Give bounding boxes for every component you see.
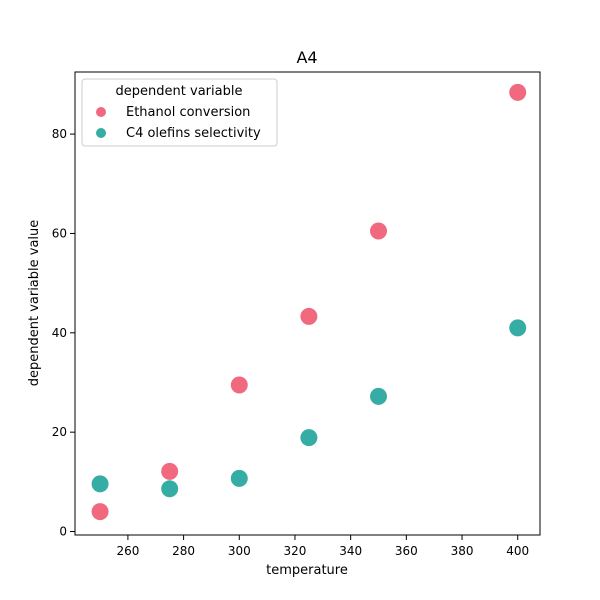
series-ethanol-conversion	[91, 83, 527, 521]
legend-marker-ethanol-conversion	[96, 107, 106, 117]
y-tick-label: 0	[59, 525, 67, 539]
data-point-ethanol-conversion	[91, 503, 109, 521]
data-point-ethanol-conversion	[161, 462, 179, 480]
legend-label-c4-olefins-selectivity: C4 olefins selectivity	[126, 126, 261, 141]
data-point-c4-olefins-selectivity	[300, 429, 318, 447]
data-point-c4-olefins-selectivity	[161, 480, 179, 498]
y-tick-label: 60	[52, 226, 67, 240]
legend-title: dependent variable	[116, 84, 243, 99]
x-tick-label: 400	[506, 544, 529, 558]
series-c4-olefins-selectivity	[91, 319, 527, 498]
data-point-ethanol-conversion	[370, 222, 388, 240]
y-axis: 0 20 40 60 80	[52, 127, 75, 539]
data-point-c4-olefins-selectivity	[509, 319, 527, 337]
x-tick-label: 280	[172, 544, 195, 558]
y-axis-label: dependent variable value	[27, 220, 42, 387]
x-tick-label: 320	[284, 544, 307, 558]
plot-frame	[74, 71, 541, 536]
legend-marker-c4-olefins-selectivity	[96, 128, 106, 138]
legend-box	[81, 78, 278, 147]
y-tick-label: 40	[52, 326, 67, 340]
legend: dependent variable Ethanol conversion C4…	[81, 78, 278, 147]
x-axis-label: temperature	[266, 563, 348, 578]
legend-label-ethanol-conversion: Ethanol conversion	[126, 105, 250, 120]
x-tick-label: 360	[395, 544, 418, 558]
x-tick-label: 340	[339, 544, 362, 558]
data-point-ethanol-conversion	[509, 83, 527, 101]
data-point-c4-olefins-selectivity	[230, 469, 248, 487]
x-tick-label: 300	[228, 544, 251, 558]
data-point-ethanol-conversion	[300, 307, 318, 325]
data-point-c4-olefins-selectivity	[370, 387, 388, 405]
x-axis: 260 280 300 320 340 360 380 400	[116, 535, 529, 558]
data-point-c4-olefins-selectivity	[91, 475, 109, 493]
y-tick-label: 20	[52, 425, 67, 439]
chart-title: A4	[296, 48, 317, 67]
y-tick-label: 80	[52, 127, 67, 141]
x-tick-label: 260	[116, 544, 139, 558]
data-point-ethanol-conversion	[230, 376, 248, 394]
data-points	[91, 83, 527, 521]
x-tick-label: 380	[451, 544, 474, 558]
